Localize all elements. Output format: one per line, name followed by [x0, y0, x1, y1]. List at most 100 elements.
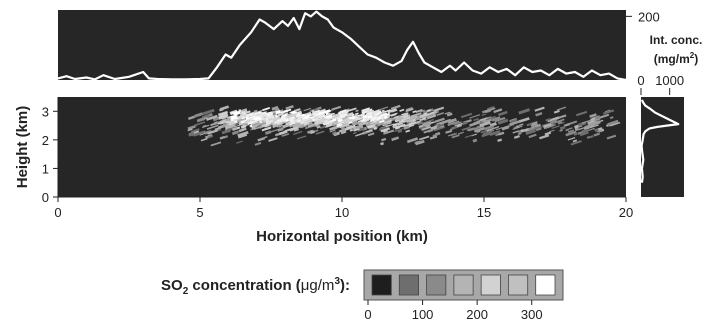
plume-outer-speck: [489, 130, 501, 136]
plume-core-speck: [341, 111, 348, 115]
plume-outer-speck: [553, 109, 560, 114]
plume-core-speck: [288, 121, 296, 126]
plume-outer-speck: [293, 128, 300, 132]
plume-inner-speck: [421, 126, 432, 131]
plume-outer-speck: [397, 129, 403, 133]
plume-inner-speck: [419, 113, 429, 119]
plume-inner-speck: [410, 121, 417, 125]
plume-outer-speck: [594, 128, 600, 132]
plume-core-speck: [373, 112, 378, 116]
plume-outer-speck: [309, 107, 319, 113]
plume-core-speck: [266, 113, 273, 117]
plume-inner-speck: [219, 105, 230, 111]
plume-outer-speck: [556, 118, 565, 123]
plume-outer-speck: [559, 129, 563, 132]
x-tick-label: 5: [196, 205, 203, 220]
plume-inner-speck: [349, 128, 354, 132]
plume-inner-speck: [408, 119, 416, 123]
plume-core-speck: [280, 115, 286, 120]
x-tick-label: 15: [477, 205, 491, 220]
plume-inner-speck: [229, 124, 235, 129]
plume-outer-speck: [432, 133, 439, 137]
plume-outer-speck: [237, 130, 249, 137]
plume-inner-speck: [347, 107, 357, 112]
plume-core-speck: [368, 114, 373, 119]
plume-outer-speck: [193, 130, 206, 137]
top-ylabel-superscript: 2: [690, 51, 695, 60]
plume-outer-speck: [495, 126, 504, 131]
plume-outer-speck: [231, 130, 239, 136]
plume-outer-speck: [482, 129, 494, 135]
plume-inner-speck: [272, 123, 278, 129]
plume-core-speck: [356, 116, 364, 121]
plume-outer-speck: [188, 115, 196, 120]
plume-outer-speck: [558, 114, 567, 119]
plume-outer-speck: [606, 134, 617, 140]
plume-outer-speck: [574, 127, 579, 132]
plume-outer-speck: [264, 130, 272, 135]
profile-xtick-label: 0: [637, 73, 644, 88]
plume-outer-speck: [494, 117, 505, 123]
plume-outer-speck: [194, 121, 206, 127]
plume-core-speck: [246, 112, 254, 117]
integrated-concentration-line: [57, 10, 627, 82]
plume-outer-speck: [576, 110, 588, 117]
plume-outer-speck: [446, 112, 453, 117]
plume-core-speck: [253, 111, 262, 115]
plume-core-speck: [244, 119, 251, 124]
plume-core-speck: [277, 113, 283, 117]
plume-core-speck: [297, 119, 301, 123]
plume-core-speck: [252, 115, 256, 119]
plume-outer-speck: [429, 135, 438, 140]
plume-outer-speck: [202, 114, 210, 119]
plume-inner-speck: [325, 122, 333, 128]
plume-outer-speck: [474, 126, 486, 133]
plume-core-speck: [263, 115, 267, 119]
plume-outer-speck: [495, 132, 505, 137]
plume-outer-speck: [457, 131, 464, 135]
plume-outer-speck: [498, 110, 508, 117]
plume-inner-speck: [397, 123, 406, 128]
plume-inner-speck: [264, 124, 270, 128]
legend-tick-label: 200: [466, 307, 488, 322]
plume-inner-speck: [329, 126, 338, 131]
plume-core-speck: [240, 119, 247, 124]
plume-core-speck: [297, 112, 301, 116]
plume-core-speck: [351, 118, 358, 122]
plume-outer-speck: [434, 117, 445, 123]
plume-inner-speck: [399, 108, 405, 112]
plume-outer-speck: [462, 121, 468, 126]
plume-outer-speck: [436, 112, 445, 117]
plume-outer-speck: [607, 119, 619, 126]
plume-inner-speck: [383, 123, 388, 127]
plume-outer-speck: [545, 117, 551, 122]
plume-core-speck: [264, 108, 269, 111]
y-axis-label: Height (km): [14, 106, 31, 189]
plume-inner-speck: [388, 112, 398, 117]
plume-core-speck: [250, 113, 256, 117]
plume-core-speck: [313, 116, 318, 120]
plume-outer-speck: [572, 139, 578, 143]
plume-outer-speck: [285, 105, 294, 110]
plume-outer-speck: [573, 132, 578, 136]
plume-outer-speck: [476, 125, 481, 129]
plume-inner-speck: [424, 122, 432, 126]
plume-outer-speck: [206, 114, 218, 121]
plume-outer-speck: [188, 132, 195, 137]
plume-outer-speck: [535, 111, 543, 117]
plume-inner-speck: [251, 126, 256, 131]
plume-inner-speck: [226, 115, 232, 119]
legend-tick-label: 300: [521, 307, 543, 322]
plume-inner-speck: [316, 125, 321, 129]
plume-outer-speck: [236, 140, 243, 144]
vertical-profile-line: [640, 99, 680, 183]
plume-core-speck: [336, 122, 343, 128]
plume-core-speck: [374, 116, 379, 120]
plume-inner-speck: [261, 126, 272, 132]
plume-inner-speck: [384, 117, 393, 122]
plume-core-speck: [358, 113, 366, 117]
plume-core-speck: [375, 114, 379, 117]
plume-outer-speck: [453, 121, 462, 126]
plume-outer-speck: [451, 134, 460, 139]
